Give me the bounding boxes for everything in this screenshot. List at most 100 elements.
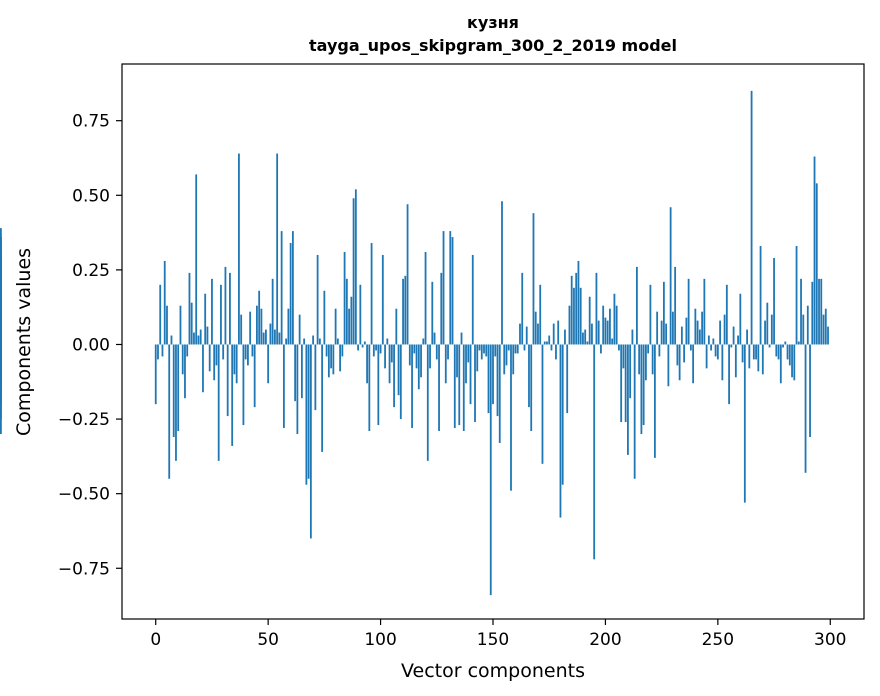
bar bbox=[235, 344, 238, 384]
x-tick-label: 200 bbox=[589, 630, 621, 650]
bar bbox=[238, 153, 240, 345]
bar bbox=[627, 344, 629, 455]
bar bbox=[467, 344, 470, 363]
bar bbox=[343, 251, 346, 345]
bar bbox=[734, 344, 737, 378]
bar bbox=[633, 344, 636, 479]
bar bbox=[285, 338, 288, 345]
bar bbox=[813, 156, 816, 345]
bar bbox=[469, 344, 472, 405]
bar bbox=[0, 341, 2, 345]
bar bbox=[381, 254, 384, 345]
bar bbox=[451, 237, 454, 345]
bar bbox=[815, 183, 818, 345]
bar bbox=[341, 344, 344, 357]
bar bbox=[202, 344, 204, 393]
bar bbox=[662, 281, 665, 345]
bar bbox=[779, 344, 782, 384]
bar bbox=[399, 344, 402, 420]
bar bbox=[759, 246, 762, 345]
bar bbox=[595, 272, 598, 345]
bar bbox=[483, 344, 485, 354]
bar bbox=[422, 338, 425, 345]
bar bbox=[274, 329, 276, 345]
bar bbox=[318, 338, 321, 345]
bar bbox=[211, 278, 213, 345]
bar bbox=[213, 344, 216, 381]
bar bbox=[352, 198, 355, 345]
chart-title-line1: кузня bbox=[467, 13, 519, 32]
bar bbox=[761, 344, 764, 375]
bar bbox=[714, 344, 717, 357]
x-tick-label: 50 bbox=[257, 630, 279, 650]
bar bbox=[300, 344, 303, 399]
bar bbox=[0, 344, 2, 405]
bar bbox=[719, 320, 721, 345]
bar bbox=[345, 278, 348, 345]
bar bbox=[327, 344, 330, 378]
bar bbox=[170, 335, 173, 345]
x-tick-label: 150 bbox=[477, 630, 509, 650]
bar bbox=[307, 344, 310, 479]
bar bbox=[480, 344, 483, 360]
bar bbox=[444, 344, 447, 384]
bar bbox=[809, 344, 811, 437]
bar bbox=[415, 344, 418, 369]
bar bbox=[698, 329, 701, 345]
bar bbox=[512, 344, 515, 375]
bar bbox=[523, 344, 526, 351]
bar bbox=[433, 332, 436, 345]
bar bbox=[195, 174, 198, 345]
bar bbox=[689, 344, 692, 351]
bar bbox=[676, 344, 679, 366]
bar bbox=[636, 266, 638, 345]
bar bbox=[604, 317, 607, 345]
bar bbox=[386, 338, 389, 345]
x-tick-label: 0 bbox=[150, 630, 161, 650]
y-tick-label: −0.50 bbox=[58, 485, 110, 505]
bar bbox=[442, 231, 445, 345]
bar bbox=[217, 344, 220, 461]
bar bbox=[543, 341, 546, 345]
bar bbox=[384, 344, 386, 369]
bar bbox=[199, 329, 202, 345]
bar bbox=[611, 338, 614, 345]
bar bbox=[271, 278, 274, 345]
bar bbox=[618, 344, 620, 351]
bar bbox=[519, 323, 521, 345]
bar bbox=[674, 266, 677, 345]
bar bbox=[653, 344, 656, 458]
bar bbox=[791, 344, 793, 378]
x-axis-label: Vector components bbox=[401, 660, 585, 682]
bar bbox=[224, 266, 227, 345]
bar bbox=[710, 344, 712, 351]
bar bbox=[822, 314, 825, 345]
bar bbox=[395, 308, 398, 345]
y-tick-label: 0.25 bbox=[72, 261, 110, 281]
bar bbox=[393, 344, 395, 408]
bar bbox=[561, 344, 564, 485]
bar bbox=[721, 344, 724, 381]
bar bbox=[431, 281, 434, 345]
bar bbox=[487, 344, 490, 414]
bar bbox=[732, 326, 735, 345]
bar bbox=[528, 344, 530, 408]
bar bbox=[782, 344, 784, 348]
bar bbox=[591, 323, 593, 345]
bar bbox=[375, 344, 377, 351]
bar bbox=[244, 344, 247, 360]
bar bbox=[764, 320, 766, 345]
y-tick-label: 0.00 bbox=[72, 335, 110, 355]
y-axis: −0.75 −0.50 −0.25 0.00 0.25 0.50 0.75 bbox=[58, 112, 122, 579]
bar bbox=[336, 338, 339, 345]
bar bbox=[390, 344, 393, 363]
bar bbox=[363, 341, 366, 345]
bar bbox=[420, 344, 422, 378]
bar bbox=[492, 344, 494, 405]
bar bbox=[332, 344, 335, 375]
bar bbox=[314, 344, 317, 411]
bar bbox=[514, 344, 517, 354]
bar bbox=[489, 344, 492, 596]
bar bbox=[372, 344, 375, 357]
